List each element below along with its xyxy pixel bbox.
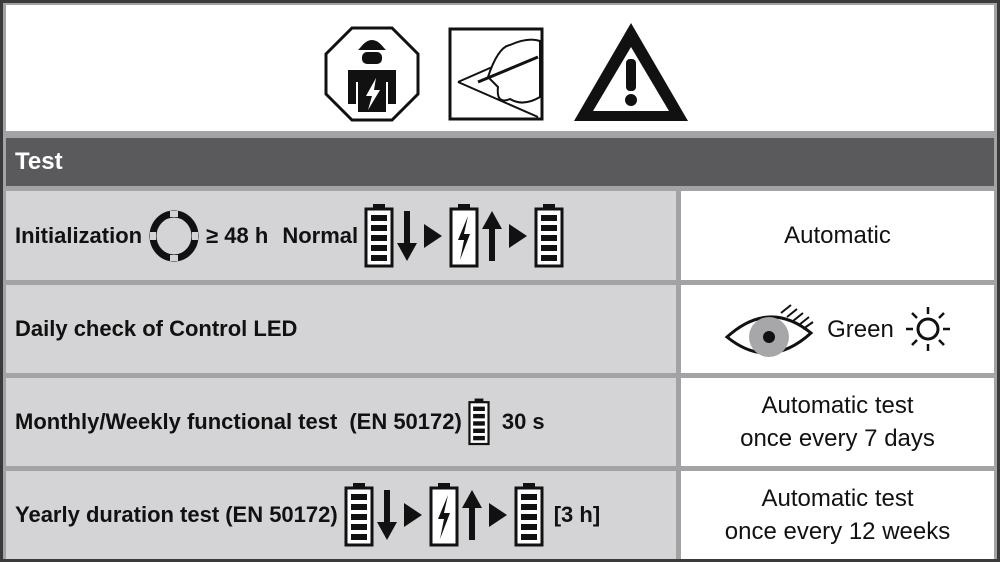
instruction-table: Test Initialization ≥ 48 h Normal Automa… bbox=[3, 3, 997, 559]
battery-full-icon bbox=[514, 483, 544, 547]
battery-charging-icon bbox=[449, 204, 479, 268]
led-on-icon bbox=[905, 307, 950, 351]
arrow-down-icon bbox=[377, 490, 397, 540]
row-yearly-test-label: Yearly duration test (EN 50172) [3 h] bbox=[6, 471, 676, 559]
standard: (EN 50172) bbox=[349, 409, 462, 434]
section-title: Test bbox=[15, 148, 63, 175]
row-daily-check-result: Green bbox=[681, 285, 994, 373]
qualified-electrician-icon bbox=[324, 26, 420, 122]
result-line: Automatic test bbox=[761, 392, 914, 419]
result-line: once every 12 weeks bbox=[724, 518, 951, 545]
led-color: Green bbox=[827, 315, 894, 343]
row-monthly-test-label: Monthly/Weekly functional test (EN 50172… bbox=[6, 378, 676, 466]
row-label: Initialization bbox=[15, 222, 143, 248]
result-line: Automatic bbox=[784, 222, 891, 249]
arrow-up-icon bbox=[462, 490, 482, 540]
header-icons bbox=[6, 5, 994, 131]
battery-charging-icon bbox=[429, 483, 459, 547]
play-triangle-icon bbox=[404, 503, 422, 527]
row-initialization-label: Initialization ≥ 48 h Normal bbox=[6, 191, 676, 280]
duration: ≥ 48 h bbox=[206, 222, 269, 248]
battery-full-icon bbox=[468, 398, 490, 446]
row-daily-check-label: Daily check of Control LED bbox=[6, 285, 676, 373]
battery-full-icon bbox=[344, 483, 374, 547]
read-instructions-icon bbox=[448, 27, 544, 121]
warning-icon bbox=[574, 23, 688, 121]
battery-cycle-sequence bbox=[364, 204, 564, 268]
play-triangle-icon bbox=[489, 503, 507, 527]
row-label: Monthly/Weekly functional test bbox=[15, 409, 338, 434]
section-header: Test bbox=[6, 138, 994, 186]
result-line: Automatic test bbox=[761, 485, 914, 512]
row-monthly-test-result: Automatic test once every 7 days bbox=[681, 378, 994, 466]
mains-ring-icon bbox=[149, 210, 199, 261]
mode: Normal bbox=[282, 222, 359, 248]
eye-icon bbox=[724, 304, 814, 357]
standard: (EN 50172) bbox=[225, 502, 338, 527]
battery-full-icon bbox=[364, 204, 394, 268]
play-triangle-icon bbox=[424, 224, 442, 248]
row-label: Daily check of Control LED bbox=[15, 316, 298, 341]
row-label: Yearly duration test bbox=[15, 502, 220, 527]
play-triangle-icon bbox=[509, 224, 527, 248]
row-initialization-result: Automatic bbox=[681, 191, 994, 280]
battery-full-icon bbox=[534, 204, 564, 268]
battery-cycle-sequence bbox=[344, 483, 544, 547]
arrow-down-icon bbox=[397, 211, 417, 261]
result-line: once every 7 days bbox=[740, 425, 935, 452]
row-yearly-test-result: Automatic test once every 12 weeks bbox=[681, 471, 994, 559]
arrow-up-icon bbox=[482, 211, 502, 261]
duration: [3 h] bbox=[553, 502, 601, 527]
duration: 30 s bbox=[501, 409, 545, 434]
